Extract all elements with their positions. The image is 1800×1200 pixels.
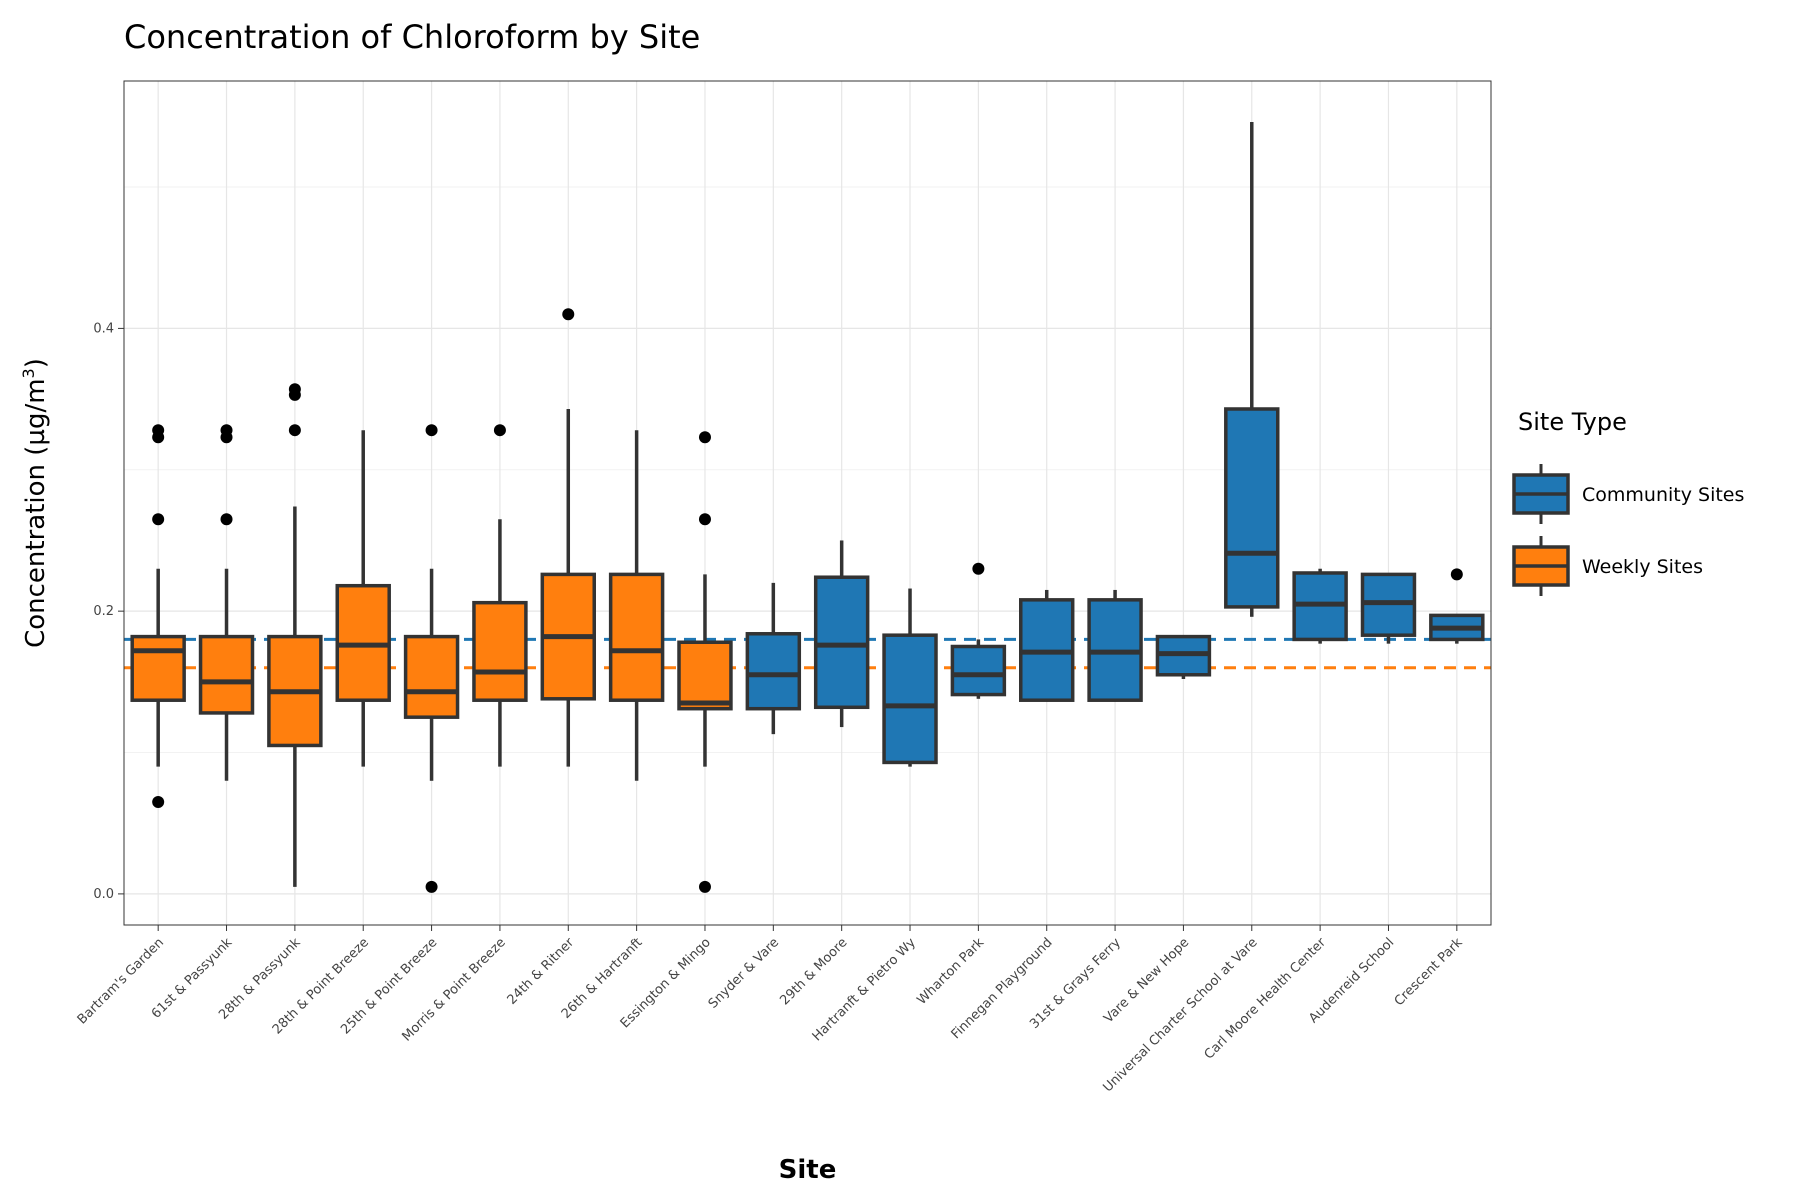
box-group [745,582,802,735]
outlier-point [152,424,165,437]
outlier-point [972,562,985,575]
box-group [1155,634,1212,680]
box-group [608,430,665,781]
legend-title: Site Type [1518,408,1627,436]
outlier-point [152,796,165,809]
box-group [677,431,733,893]
y-tick-label: 0.0 [93,887,114,902]
box-group [1429,568,1485,644]
x-axis-title: Site [779,1155,837,1185]
outlier-point [562,308,575,321]
box-group [950,562,1007,699]
legend-entry: Weekly Sites [1512,536,1703,596]
outlier-point [1450,568,1463,581]
outlier-point [425,424,438,437]
legend-label: Community Sites [1582,484,1744,506]
chart-title: Concentration of Chloroform by Site [124,18,700,56]
box [130,634,186,702]
plot-border [123,80,1492,926]
box-group [1087,589,1143,702]
box [403,634,460,719]
box [813,575,870,710]
y-axis-title-superscript: 3 [19,368,38,378]
box-group [198,424,255,781]
box-group [403,424,460,893]
outlier-point [698,880,711,893]
outlier-point [152,513,165,526]
outlier-point [698,513,711,526]
outlier-point [220,513,233,526]
box-group [1292,568,1348,644]
box-group [813,540,870,728]
box-group [1360,572,1417,644]
box-group [472,424,528,767]
box-layer [130,121,1485,893]
y-tick-label: 0.4 [93,321,114,336]
box-group [267,383,323,887]
box [882,633,938,765]
legend-label: Weekly Sites [1582,556,1703,578]
box-group [130,424,186,809]
box [950,644,1007,697]
outlier-point [493,424,506,437]
box-group [1224,121,1280,617]
y-axis-title-suffix: ) [21,358,51,368]
outlier-point [288,383,301,396]
legend-entry: Community Sites [1512,464,1744,524]
box [1224,407,1280,609]
outlier-point [288,424,301,437]
y-tick-label: 0.2 [93,604,114,619]
box [608,572,665,702]
box [472,600,528,702]
box [198,634,255,715]
box-group [540,308,596,767]
box [677,640,733,711]
outlier-point [425,880,438,893]
legend-entries: Community Sites Weekly Sites [1512,464,1744,596]
y-axis-title: Concentration (µg/m3) [19,358,51,648]
box-group [882,588,938,767]
legend: Site Type Community Sites Weekly Sites [1512,408,1744,596]
box-group [335,430,391,767]
box-group [1019,589,1075,702]
box [745,632,802,711]
outlier-point [698,431,711,444]
outlier-point [220,424,233,437]
y-axis-title-text: Concentration (µg/m [21,378,51,647]
